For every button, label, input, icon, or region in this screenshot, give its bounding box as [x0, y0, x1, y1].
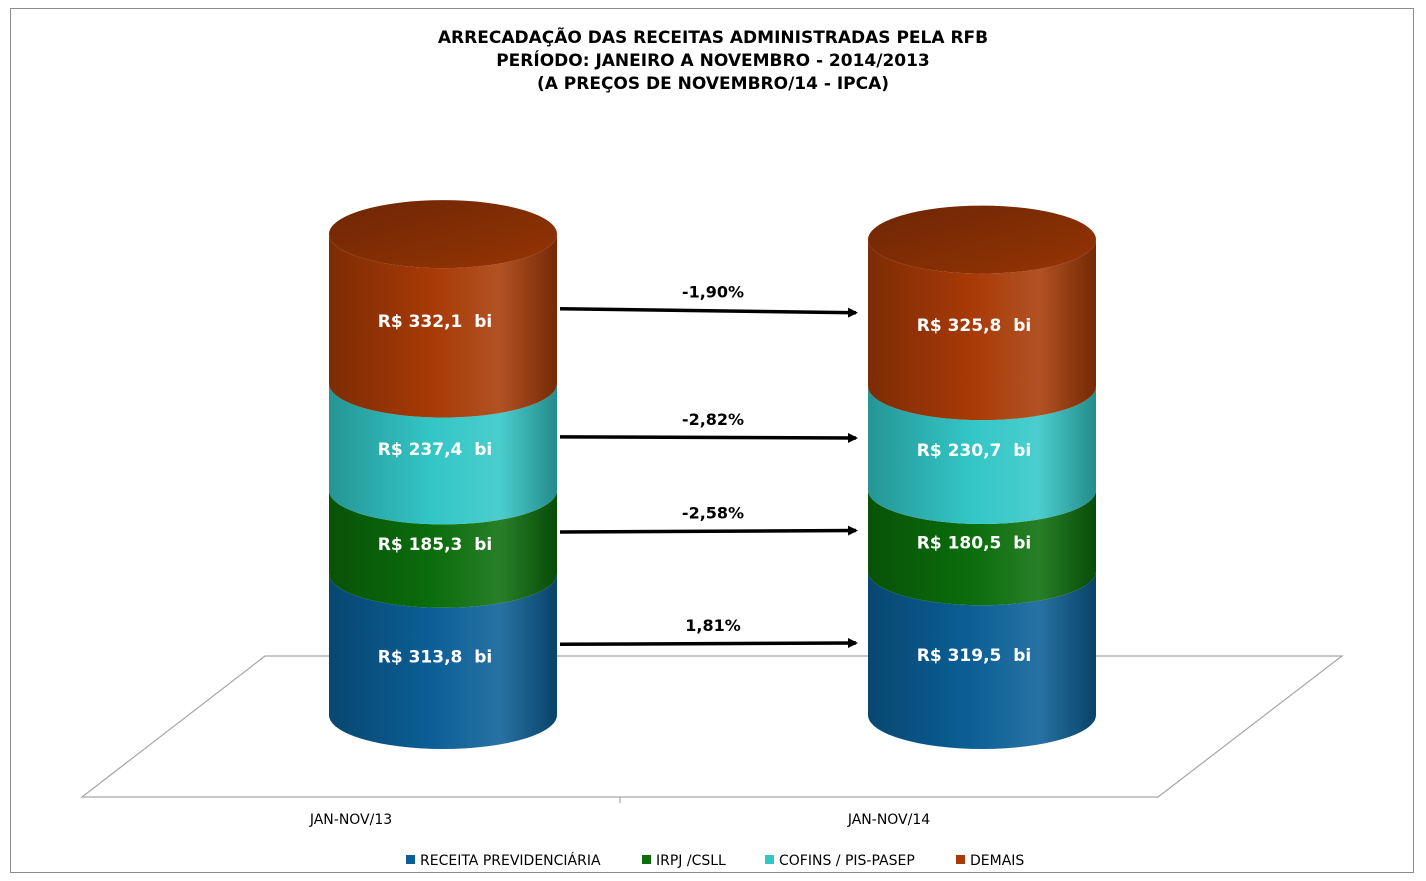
cylinder-1: R$ 313,8 bi R$ 185,3 bi R$ 237,4 bi R$ 332,…: [329, 200, 557, 749]
change-arrow: [559, 638, 858, 649]
cylinder-segment-demais: [868, 239, 1096, 421]
legend: RECEITA PREVIDENCIÁRIA IRPJ /CSLL COFINS /…: [406, 852, 1024, 869]
cylinder-segment-cofins-pis-pasep: [868, 386, 1096, 524]
cylinder-top-cap: [868, 205, 1096, 274]
data-label: R$ 325,8 bi: [917, 316, 1031, 336]
legend-swatch: [642, 855, 651, 864]
data-label: R$ 185,3 bi: [378, 535, 492, 555]
chart-title: ARRECADAÇÃO DAS RECEITAS ADMINISTRADAS P…: [438, 25, 988, 94]
cylinders: R$ 313,8 bi R$ 185,3 bi R$ 237,4 bi R$ 332,…: [329, 200, 1096, 749]
category-axis: JAN-NOV/13 JAN-NOV/14: [309, 812, 930, 828]
data-label: R$ 332,1 bi: [378, 312, 492, 332]
cylinder-segment-receita-previdenci-ria: [329, 573, 557, 749]
title-line-2: PERÍODO: JANEIRO A NOVEMBRO - 2014/2013: [496, 49, 930, 71]
data-label: R$ 180,5 bi: [917, 534, 1031, 554]
floor-plane: [80, 655, 1344, 798]
change-arrow: [559, 432, 858, 443]
cylinder-segment-irpj-csll: [868, 490, 1096, 606]
change-arrows: 1,81% -2,58% -2,82% -1,90%: [559, 282, 858, 649]
category-label: JAN-NOV/14: [847, 812, 930, 828]
data-label: R$ 319,5 bi: [917, 646, 1031, 666]
data-label: R$ 313,8 bi: [378, 647, 492, 667]
cylinder-segment-irpj-csll: [329, 490, 557, 608]
category-label: JAN-NOV/13: [309, 812, 392, 828]
legend-label: DEMAIS: [970, 853, 1024, 869]
data-label: R$ 237,4 bi: [378, 440, 492, 460]
legend-label: IRPJ /CSLL: [656, 853, 726, 869]
chart-floor: [80, 655, 1344, 803]
title-line-3: (A PREÇOS DE NOVEMBRO/14 - IPCA): [537, 74, 889, 94]
cylinder-segment-demais: [329, 234, 557, 418]
legend-swatch: [406, 855, 415, 864]
title-line-1: ARRECADAÇÃO DAS RECEITAS ADMINISTRADAS P…: [438, 25, 988, 48]
cylinder-top-cap: [329, 200, 557, 269]
change-arrow: [559, 525, 858, 536]
cylinder-segment-cofins-pis-pasep: [329, 383, 557, 525]
change-label: 1,81%: [685, 616, 741, 635]
change-label: -2,58%: [682, 503, 744, 522]
change-arrow: [559, 307, 858, 318]
legend-swatch: [956, 855, 965, 864]
cylinder-2: R$ 319,5 bi R$ 180,5 bi R$ 230,7 bi R$ 325,…: [868, 205, 1096, 749]
legend-label: COFINS / PIS-PASEP: [779, 853, 915, 869]
change-label: -1,90%: [682, 282, 744, 301]
cylinder-segment-receita-previdenci-ria: [868, 571, 1096, 749]
data-label: R$ 230,7 bi: [917, 441, 1031, 461]
change-label: -2,82%: [682, 410, 744, 429]
legend-label: RECEITA PREVIDENCIÁRIA: [420, 852, 601, 869]
legend-swatch: [765, 855, 774, 864]
